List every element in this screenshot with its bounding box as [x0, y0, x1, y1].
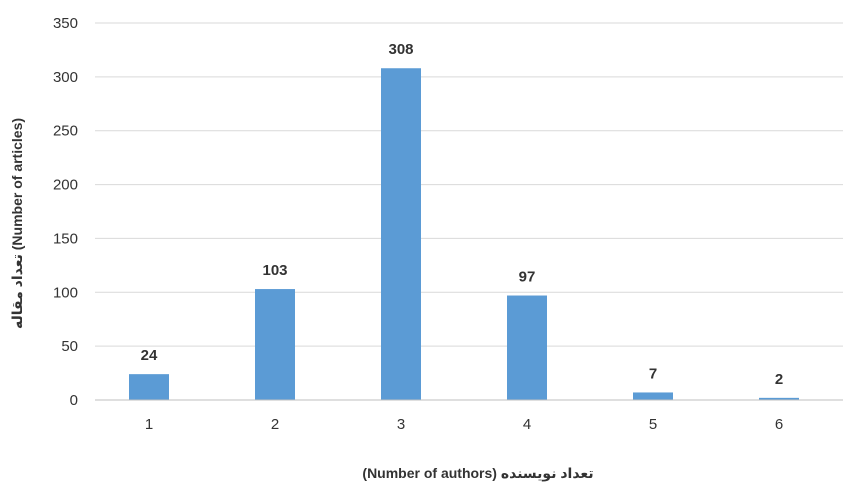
y-tick-label: 0 — [70, 392, 78, 409]
y-tick-label: 200 — [53, 177, 78, 194]
bar-data-label: 24 — [141, 347, 158, 364]
bar — [507, 295, 547, 400]
bar-data-label: 308 — [388, 41, 413, 58]
bar-data-label: 2 — [775, 371, 783, 388]
x-tick-label: 4 — [523, 416, 531, 433]
x-axis-title: (Number of authors) تعداد نویسنده — [362, 465, 593, 482]
y-tick-label: 150 — [53, 230, 78, 247]
x-axis-ticks: 1 2 3 4 5 6 — [145, 416, 783, 433]
x-tick-label: 1 — [145, 416, 153, 433]
bar-data-label: 97 — [519, 269, 536, 286]
x-tick-label: 6 — [775, 416, 783, 433]
bar-data-label: 103 — [262, 262, 287, 279]
y-tick-label: 350 — [53, 15, 78, 32]
bar — [759, 397, 799, 400]
x-tick-label: 5 — [649, 416, 657, 433]
y-axis-title: تعداد مقاله (Number of articles) — [9, 118, 25, 329]
y-tick-label: 250 — [53, 123, 78, 140]
data-labels: 24 103 308 97 7 2 — [141, 41, 784, 388]
bar — [255, 289, 295, 400]
y-tick-label: 50 — [61, 338, 78, 355]
y-tick-label: 300 — [53, 69, 78, 86]
y-tick-label: 100 — [53, 284, 78, 301]
bar — [129, 374, 169, 400]
bar-data-label: 7 — [649, 365, 657, 382]
x-tick-label: 2 — [271, 416, 279, 433]
y-axis-ticks: 0 50 100 150 200 250 300 350 — [53, 15, 78, 409]
bar — [633, 392, 673, 400]
gridlines — [95, 22, 843, 347]
bars — [129, 68, 799, 401]
x-tick-label: 3 — [397, 416, 405, 433]
bar — [381, 68, 421, 401]
